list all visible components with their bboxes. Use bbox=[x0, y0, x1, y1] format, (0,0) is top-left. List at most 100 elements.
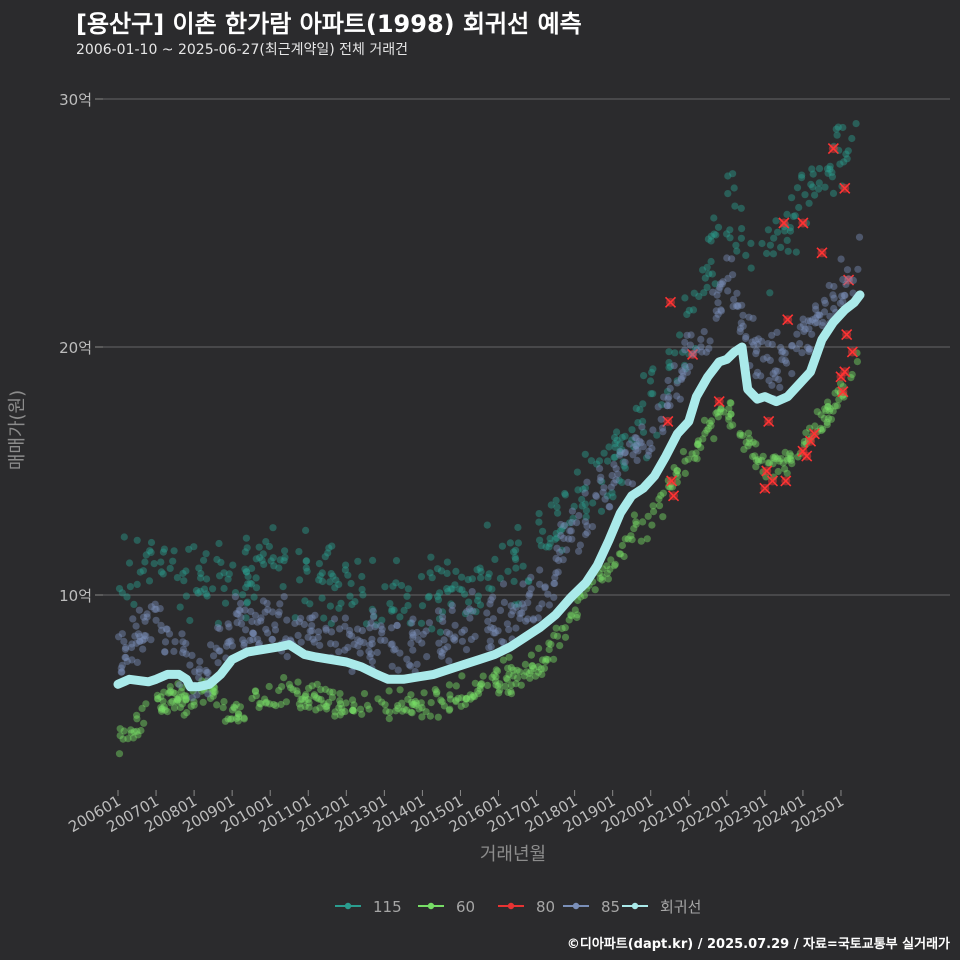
data-point-60 bbox=[256, 699, 264, 708]
data-point-115 bbox=[368, 605, 376, 614]
data-point-115 bbox=[777, 243, 785, 251]
data-point-85 bbox=[806, 345, 814, 353]
data-point-115 bbox=[179, 569, 187, 578]
data-point-85 bbox=[165, 630, 174, 638]
data-point-60 bbox=[550, 655, 558, 663]
data-point-85 bbox=[132, 639, 140, 647]
data-point-85 bbox=[210, 652, 218, 660]
data-point-115 bbox=[663, 387, 672, 396]
data-point-60 bbox=[655, 502, 664, 510]
data-point-85 bbox=[403, 655, 411, 663]
data-point-60 bbox=[688, 450, 696, 458]
data-point-85 bbox=[600, 484, 608, 492]
data-point-60 bbox=[182, 696, 190, 704]
data-point-60 bbox=[173, 696, 182, 705]
data-point-115 bbox=[836, 160, 844, 168]
data-point-60 bbox=[446, 705, 454, 713]
data-point-60 bbox=[824, 414, 833, 422]
data-point-115 bbox=[539, 527, 547, 535]
data-point-60 bbox=[475, 690, 483, 698]
data-point-85 bbox=[196, 657, 204, 666]
data-point-85 bbox=[264, 629, 272, 637]
data-point-85 bbox=[291, 619, 299, 628]
data-point-85 bbox=[224, 639, 232, 647]
data-point-85 bbox=[231, 593, 239, 601]
data-point-115 bbox=[665, 364, 673, 372]
data-point-85 bbox=[836, 299, 845, 307]
data-point-115 bbox=[259, 550, 267, 558]
data-point-60 bbox=[341, 708, 349, 716]
data-point-85 bbox=[779, 347, 787, 355]
data-point-115 bbox=[213, 555, 221, 564]
data-point-85 bbox=[837, 255, 845, 263]
data-point-85 bbox=[838, 292, 846, 300]
data-point-115 bbox=[616, 440, 624, 448]
data-point-85 bbox=[170, 647, 178, 656]
data-point-115 bbox=[547, 501, 555, 509]
data-point-85 bbox=[564, 535, 573, 543]
chart-title: [용산구] 이촌 한가람 아파트(1998) 회귀선 예측 bbox=[76, 10, 582, 38]
data-point-85 bbox=[796, 323, 804, 331]
data-point-115 bbox=[829, 189, 838, 197]
data-point-85 bbox=[152, 605, 160, 613]
data-point-85 bbox=[769, 370, 777, 378]
data-point-60 bbox=[824, 403, 832, 411]
data-point-85 bbox=[524, 615, 532, 623]
data-point-85 bbox=[140, 613, 148, 621]
data-point-85 bbox=[845, 275, 853, 283]
data-point-85 bbox=[171, 638, 179, 646]
data-point-115 bbox=[747, 264, 755, 272]
data-point-115 bbox=[436, 628, 444, 636]
data-point-60 bbox=[553, 632, 562, 640]
data-point-85 bbox=[768, 331, 776, 339]
data-point-115 bbox=[142, 551, 150, 559]
data-point-85 bbox=[458, 628, 466, 636]
data-point-85 bbox=[683, 331, 691, 339]
data-point-60 bbox=[257, 700, 265, 708]
data-point-115 bbox=[658, 401, 666, 409]
outlier-cross-mark bbox=[667, 490, 680, 502]
data-point-85 bbox=[440, 636, 448, 644]
data-point-85 bbox=[240, 641, 248, 650]
outlier-cross-mark bbox=[816, 247, 828, 259]
data-point-115 bbox=[464, 576, 472, 584]
data-point-60 bbox=[404, 695, 412, 703]
data-point-85 bbox=[314, 628, 322, 636]
data-point-85 bbox=[129, 615, 137, 623]
data-point-85 bbox=[559, 556, 567, 564]
data-point-115 bbox=[731, 202, 739, 210]
data-point-85 bbox=[212, 644, 220, 652]
data-point-115 bbox=[476, 601, 485, 609]
data-point-85 bbox=[366, 641, 374, 649]
data-point-115 bbox=[512, 564, 520, 572]
data-point-60 bbox=[784, 455, 792, 463]
data-point-60 bbox=[457, 702, 465, 710]
data-point-60 bbox=[305, 703, 313, 711]
data-point-85 bbox=[466, 614, 474, 622]
data-point-85 bbox=[663, 402, 672, 410]
data-point-115 bbox=[182, 592, 190, 600]
data-point-60 bbox=[632, 520, 640, 528]
data-point-85 bbox=[202, 666, 210, 675]
data-point-60 bbox=[157, 707, 166, 715]
data-point-85 bbox=[557, 520, 565, 529]
data-point-60 bbox=[826, 405, 835, 413]
data-point-115 bbox=[241, 565, 249, 573]
data-point-115 bbox=[807, 180, 815, 188]
data-point-60 bbox=[532, 672, 540, 680]
data-point-115 bbox=[301, 597, 309, 605]
data-point-85 bbox=[123, 657, 131, 666]
data-point-60 bbox=[408, 709, 416, 717]
data-point-60 bbox=[710, 435, 718, 443]
data-point-60 bbox=[771, 453, 779, 461]
data-point-85 bbox=[541, 583, 549, 591]
data-point-85 bbox=[560, 534, 568, 543]
data-point-60 bbox=[727, 410, 735, 418]
data-point-115 bbox=[600, 449, 608, 457]
data-point-85 bbox=[552, 554, 560, 563]
data-point-85 bbox=[681, 346, 689, 354]
data-point-115 bbox=[593, 460, 601, 468]
data-point-85 bbox=[188, 651, 196, 660]
data-point-60 bbox=[313, 680, 321, 688]
data-point-60 bbox=[407, 691, 415, 699]
